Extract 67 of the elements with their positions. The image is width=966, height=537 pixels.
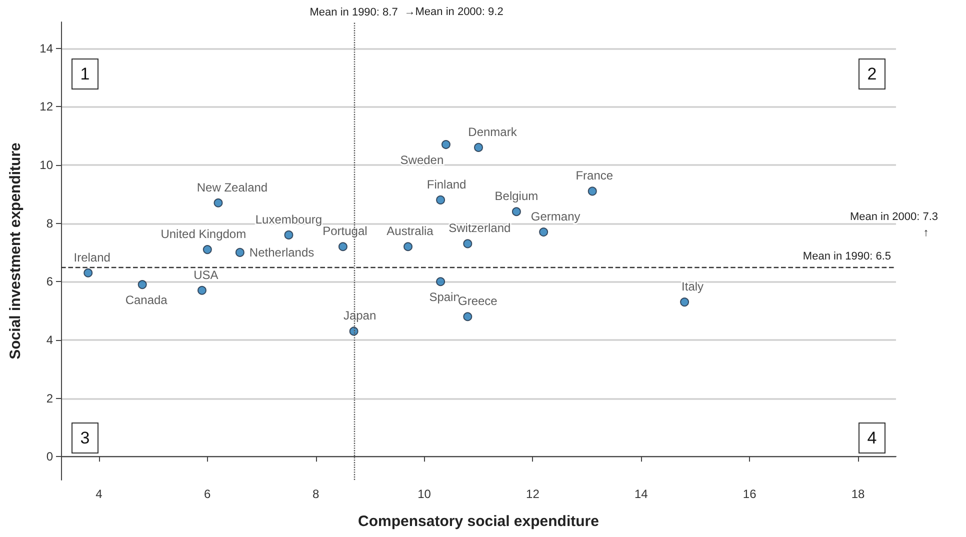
x-axis-title: Compensatory social expenditure (358, 513, 599, 530)
y-tick-label: 4 (46, 332, 54, 347)
point (474, 142, 483, 152)
point (197, 286, 206, 295)
annotation: 4 (867, 428, 877, 448)
series-label: Germany (530, 210, 580, 224)
point (588, 186, 597, 196)
x-tick-label: 14 (634, 487, 648, 501)
y-tick-label: 14 (40, 41, 54, 56)
x-tick-label: 6 (204, 487, 212, 501)
point (202, 245, 212, 254)
series-label: Japan (343, 308, 376, 323)
series-label: Denmark (468, 124, 518, 139)
series-label: United Kingdom (160, 227, 246, 242)
point (338, 242, 348, 252)
series-label: Sweden (400, 153, 444, 168)
point (84, 268, 93, 278)
point (441, 140, 450, 150)
point (436, 195, 446, 204)
x-tick-label: 16 (742, 487, 757, 501)
point (680, 298, 690, 307)
point (512, 207, 521, 216)
y-tick-label: 12 (40, 100, 54, 114)
point (235, 248, 244, 257)
ref-line-label: Mean in 1990: 8.7 (310, 6, 398, 18)
y-tick-label: 6 (46, 274, 54, 289)
x-tick-label: 18 (851, 487, 866, 501)
point (138, 280, 147, 290)
text: ↑ (923, 227, 929, 240)
series-label: Spain (429, 290, 460, 304)
x-tick-label: 12 (526, 487, 540, 501)
point (349, 326, 358, 336)
point (463, 239, 472, 248)
series-label: Australia (386, 224, 434, 238)
series-label: Canada (125, 293, 168, 308)
series-label: Netherlands (249, 245, 314, 260)
series-label: Portugal (322, 224, 368, 238)
series-label: Finland (426, 177, 466, 192)
y-tick-label: 10 (40, 158, 54, 172)
point (539, 228, 548, 237)
point (284, 230, 294, 240)
x-tick-label: 4 (96, 487, 103, 501)
x-tick-label: 8 (312, 487, 320, 501)
x-tick-label: 10 (418, 487, 432, 501)
series-label: USA (194, 268, 218, 282)
series-label: France (576, 168, 614, 183)
annotation: 2 (867, 64, 877, 84)
point (214, 198, 223, 208)
series-label: Italy (682, 280, 704, 294)
point (404, 242, 413, 252)
series-label: Switzerland (448, 221, 511, 236)
series-label: Luxembourg (255, 212, 322, 226)
point (436, 277, 446, 286)
y-tick-label: 0 (46, 450, 54, 464)
series-label: Greece (458, 294, 498, 308)
ref-line-label: Mean in 1990: 6.5 (802, 250, 891, 263)
annotation: 1 (80, 64, 90, 84)
y-tick-label: 2 (46, 391, 54, 406)
point (463, 312, 472, 322)
y-tick-label: 8 (46, 216, 54, 230)
series-label: New Zealand (196, 180, 268, 194)
text: →Mean in 2000: 9.2 (404, 6, 504, 18)
annotation: 3 (80, 428, 90, 448)
series-label: Belgium (494, 189, 538, 204)
annotation: Mean in 2000: 7.3 (850, 211, 938, 224)
series-label: Ireland (74, 250, 110, 264)
y-axis-title: Social investment expenditure (7, 142, 24, 360)
